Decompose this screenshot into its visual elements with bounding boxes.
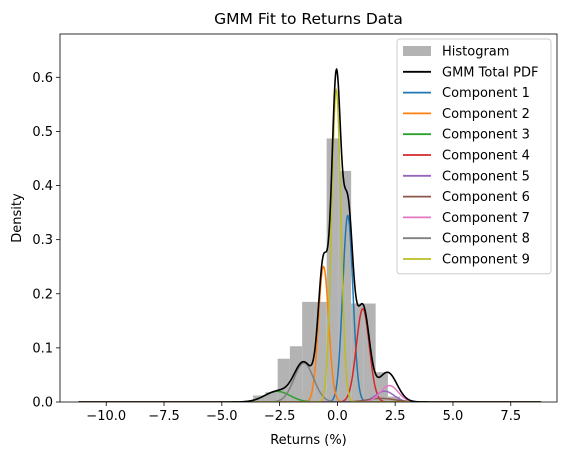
gmm-total-curve bbox=[78, 67, 541, 402]
y-tick-label: 0.1 bbox=[32, 341, 53, 356]
gmm-curves bbox=[78, 67, 541, 402]
component-2-curve bbox=[78, 265, 541, 402]
histogram-bar bbox=[277, 358, 290, 402]
y-tick-label: 0.3 bbox=[32, 233, 53, 248]
y-tick-label: 0.6 bbox=[32, 71, 53, 86]
x-tick-label: −7.5 bbox=[148, 409, 180, 424]
legend-label: Component 3 bbox=[442, 128, 530, 143]
legend-label: Component 6 bbox=[442, 190, 530, 205]
x-tick-label: −2.5 bbox=[264, 409, 296, 424]
legend-label: Component 7 bbox=[442, 211, 530, 226]
legend-label: Histogram bbox=[442, 45, 509, 60]
x-axis: −10.0 −7.5 −5.0 −2.5 0.0 2.5 5.0 7.5 bbox=[86, 402, 521, 424]
histogram-bar bbox=[351, 303, 364, 402]
legend: Histogram GMM Total PDF Component 1 Compone… bbox=[396, 38, 552, 275]
x-tick-label: −5.0 bbox=[206, 409, 238, 424]
x-tick-label: −10.0 bbox=[86, 409, 126, 424]
y-axis-label: Density bbox=[10, 193, 25, 243]
legend-label: Component 2 bbox=[442, 107, 530, 122]
y-tick-label: 0.0 bbox=[32, 396, 53, 411]
legend-label: Component 4 bbox=[442, 149, 530, 164]
component-8-curve bbox=[78, 362, 541, 402]
y-tick-label: 0.2 bbox=[32, 287, 53, 302]
y-tick-label: 0.5 bbox=[32, 125, 53, 140]
legend-label: GMM Total PDF bbox=[442, 65, 538, 80]
legend-label: Component 8 bbox=[442, 232, 530, 247]
legend-label: Component 1 bbox=[442, 86, 530, 101]
legend-label: Component 5 bbox=[442, 169, 530, 184]
x-axis-label: Returns (%) bbox=[270, 433, 347, 448]
histogram-bar bbox=[302, 301, 315, 402]
x-tick-label: 0.0 bbox=[327, 409, 348, 424]
plot-frame bbox=[59, 33, 558, 403]
legend-swatch bbox=[403, 46, 431, 56]
legend-label: Component 9 bbox=[442, 253, 530, 268]
x-tick-label: 5.0 bbox=[443, 409, 464, 424]
y-axis: 0.0 0.1 0.2 0.3 0.4 0.5 0.6 bbox=[32, 71, 60, 411]
x-tick-label: 2.5 bbox=[385, 409, 406, 424]
chart-title: GMM Fit to Returns Data bbox=[214, 10, 403, 28]
legend-box bbox=[396, 38, 552, 275]
histogram-bar bbox=[265, 392, 278, 402]
x-tick-label: 7.5 bbox=[500, 409, 521, 424]
y-tick-label: 0.4 bbox=[32, 179, 53, 194]
